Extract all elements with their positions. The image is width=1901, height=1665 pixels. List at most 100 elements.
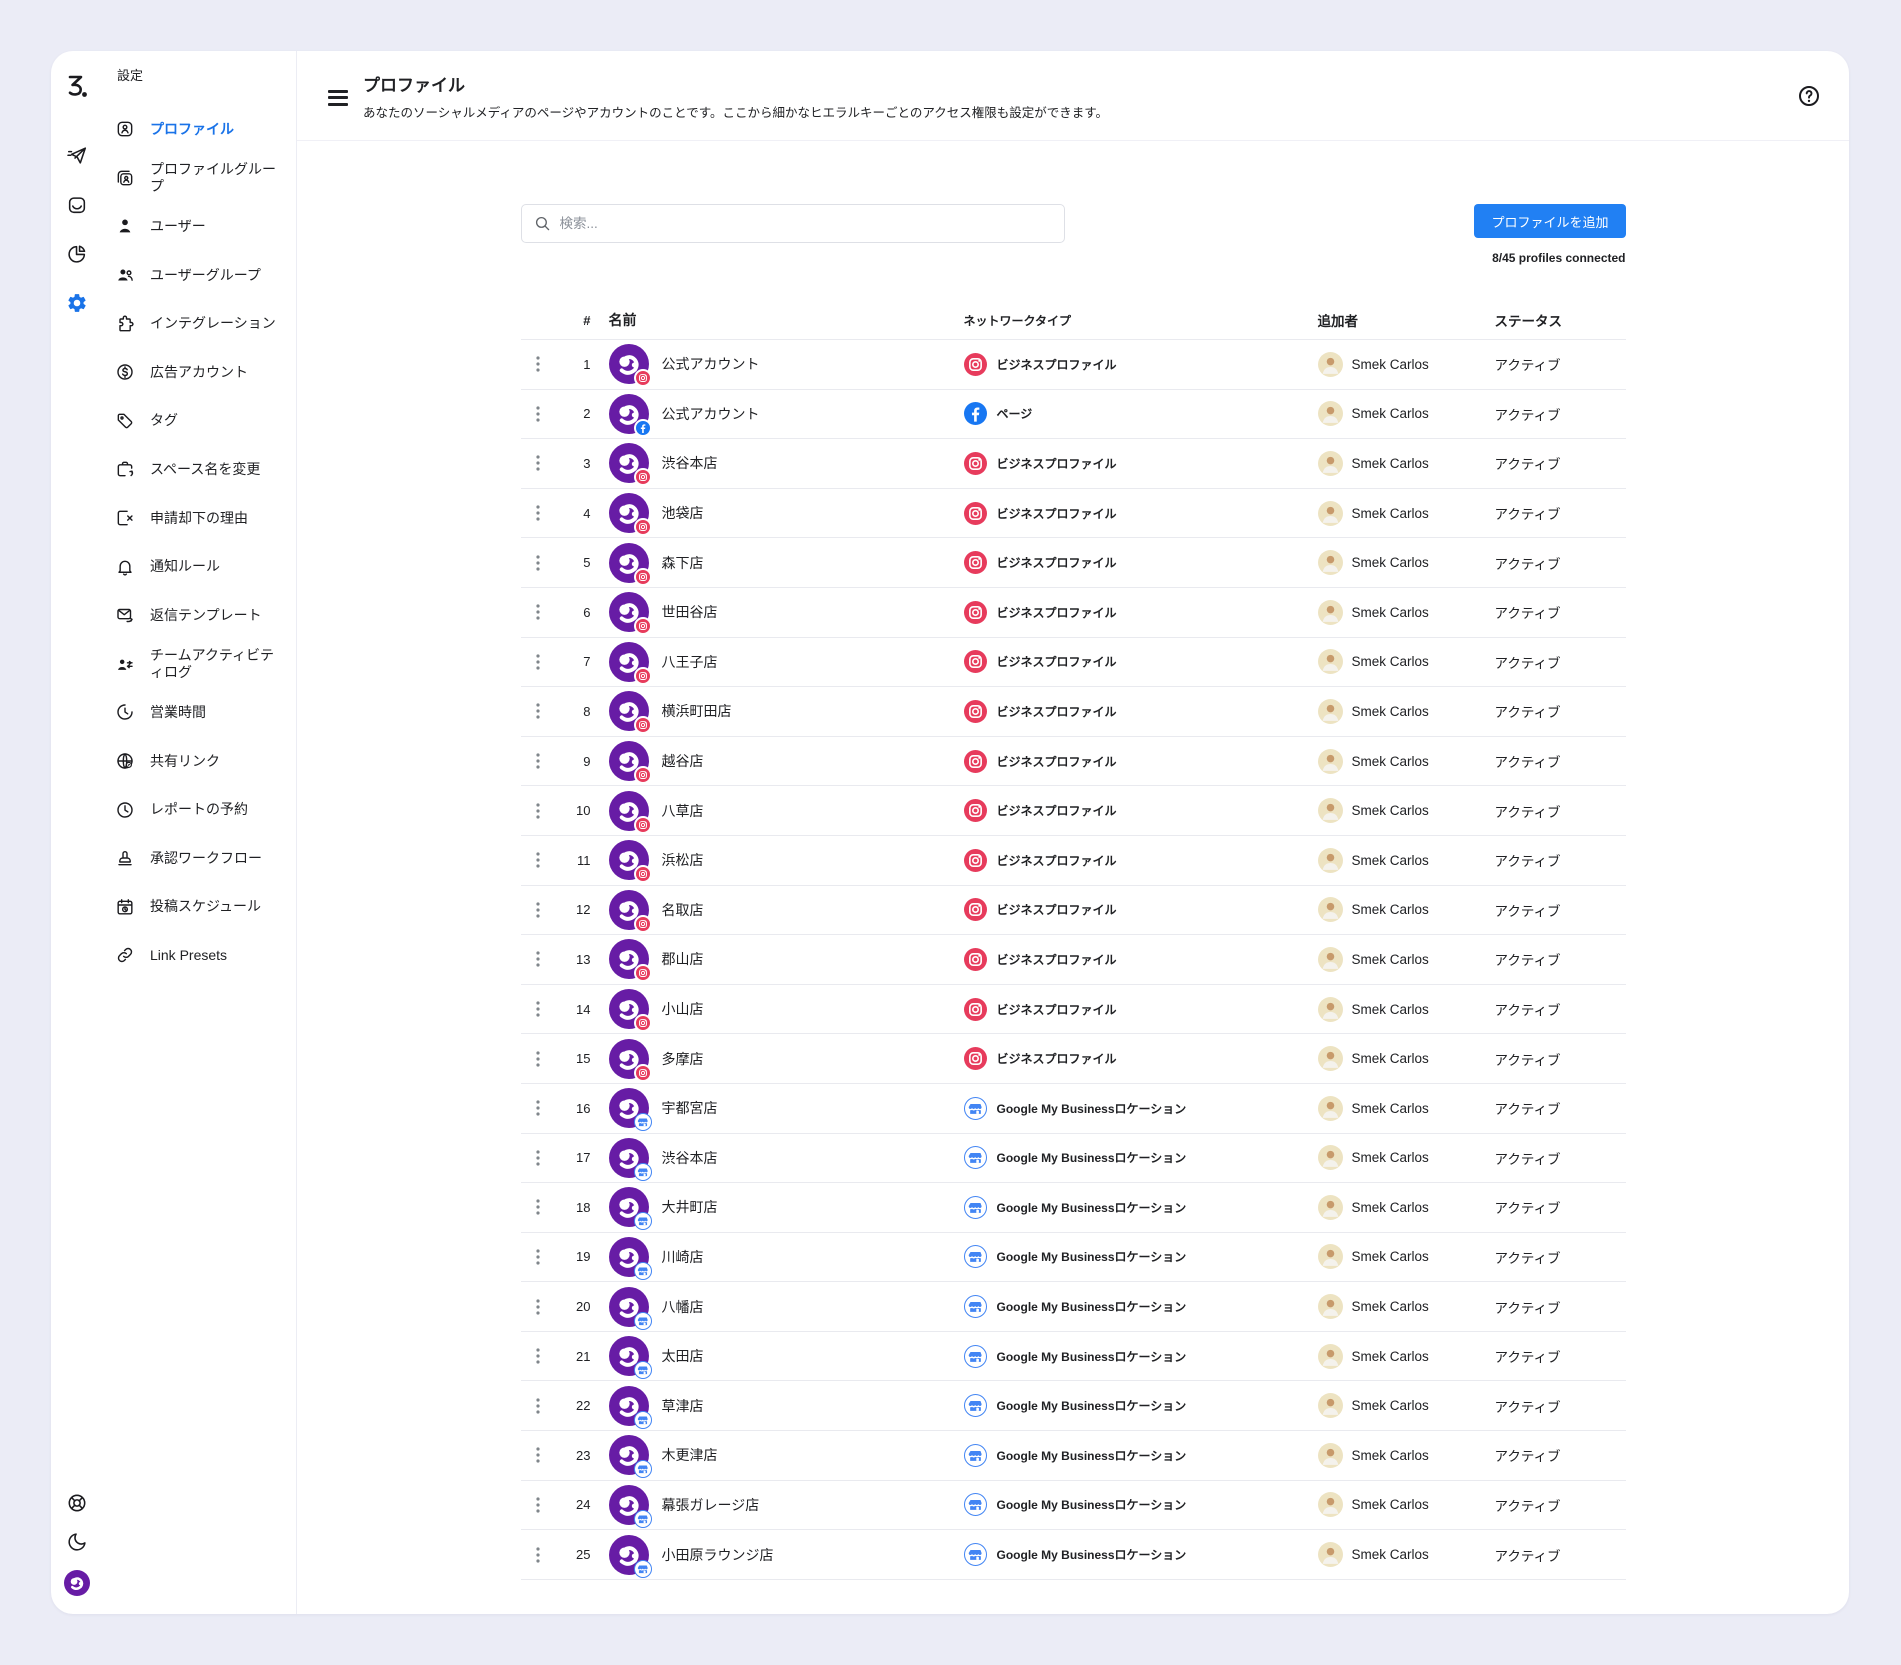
sidebar-item-link-presets[interactable]: Link Presets <box>115 931 296 980</box>
profile-avatar <box>608 790 652 834</box>
sidebar-item-ad-account[interactable]: 広告アカウント <box>115 348 296 397</box>
row-menu-button[interactable] <box>521 653 555 671</box>
sidebar-item-integration[interactable]: インテグレーション <box>115 299 296 348</box>
network-icon <box>963 1295 987 1319</box>
table-row[interactable]: 15 多摩店 ビジネスプロファイル Smek Carlos アクティブ <box>520 1034 1626 1084</box>
added-by-name: Smek Carlos <box>1351 803 1429 819</box>
sidebar-item-posting-schedule[interactable]: 投稿スケジュール <box>115 883 296 932</box>
row-menu-button[interactable] <box>521 752 555 770</box>
table-row[interactable]: 11 浜松店 ビジネスプロファイル Smek Carlos アクティブ <box>520 836 1626 886</box>
added-by-avatar <box>1317 946 1343 972</box>
table-row[interactable]: 20 八幡店 Google My Businessロケーション Smek Car… <box>520 1282 1626 1332</box>
row-menu-button[interactable] <box>521 702 555 720</box>
table-row[interactable]: 21 太田店 Google My Businessロケーション Smek Car… <box>520 1332 1626 1382</box>
row-menu-button[interactable] <box>521 1546 555 1564</box>
sidebar-item-space-rename[interactable]: スペース名を変更 <box>115 445 296 494</box>
sidebar-item-user[interactable]: ユーザー <box>115 202 296 251</box>
search-input[interactable] <box>559 216 1052 231</box>
table-row[interactable]: 17 渋谷本店 Google My Businessロケーション Smek Ca… <box>520 1134 1626 1184</box>
sidebar-item-user-group[interactable]: ユーザーグループ <box>115 251 296 300</box>
sidebar-item-business-hours[interactable]: 営業時間 <box>115 688 296 737</box>
table-row[interactable]: 8 横浜町田店 ビジネスプロファイル Smek Carlos アクティブ <box>520 687 1626 737</box>
sidebar-item-shared-link[interactable]: 共有リンク <box>115 737 296 786</box>
help-icon[interactable] <box>1797 84 1821 108</box>
added-by-name: Smek Carlos <box>1351 505 1429 521</box>
row-menu-button[interactable] <box>521 1198 555 1216</box>
sidebar-item-notification-rules[interactable]: 通知ルール <box>115 542 296 591</box>
table-row[interactable]: 5 森下店 ビジネスプロファイル Smek Carlos アクティブ <box>520 538 1626 588</box>
sidebar-item-profile-group[interactable]: プロファイルグループ <box>115 154 296 203</box>
row-number: 2 <box>583 406 591 422</box>
table-row[interactable]: 7 八王子店 ビジネスプロファイル Smek Carlos アクティブ <box>520 638 1626 688</box>
rail-publish-icon[interactable] <box>66 145 88 167</box>
table-row[interactable]: 13 郡山店 ビジネスプロファイル Smek Carlos アクティブ <box>520 935 1626 985</box>
sidebar-item-tag[interactable]: タグ <box>115 397 296 446</box>
rail-dark-mode-icon[interactable] <box>66 1531 88 1553</box>
network-badge-icon <box>633 1063 652 1082</box>
row-menu-button[interactable] <box>521 1248 555 1266</box>
table-row[interactable]: 4 池袋店 ビジネスプロファイル Smek Carlos アクティブ <box>520 489 1626 539</box>
table-row[interactable]: 6 世田谷店 ビジネスプロファイル Smek Carlos アクティブ <box>520 588 1626 638</box>
table-row[interactable]: 10 八草店 ビジネスプロファイル Smek Carlos アクティブ <box>520 786 1626 836</box>
row-menu-button[interactable] <box>521 504 555 522</box>
table-row[interactable]: 1 公式アカウント ビジネスプロファイル Smek Carlos アクティブ <box>520 340 1626 390</box>
table-row[interactable]: 22 草津店 Google My Businessロケーション Smek Car… <box>520 1381 1626 1432</box>
sidebar-item-profile[interactable]: プロファイル <box>115 105 296 154</box>
table-row[interactable]: 25 小田原ラウンジ店 Google My Businessロケーション Sme… <box>520 1530 1626 1580</box>
table-row[interactable]: 9 越谷店 ビジネスプロファイル Smek Carlos アクティブ <box>520 737 1626 787</box>
table-row[interactable]: 19 川崎店 Google My Businessロケーション Smek Car… <box>520 1233 1626 1283</box>
network-type-label: Google My Businessロケーション <box>996 1151 1187 1166</box>
row-menu-button[interactable] <box>521 1397 555 1415</box>
row-menu-button[interactable] <box>521 901 555 919</box>
table-row[interactable]: 16 宇都宮店 Google My Businessロケーション Smek Ca… <box>520 1084 1626 1134</box>
profile-name: 郡山店 <box>661 951 704 968</box>
rail-workspace-icon[interactable] <box>63 1570 90 1596</box>
sidebar-item-rejection-reason[interactable]: 申請却下の理由 <box>115 494 296 543</box>
row-menu-button[interactable] <box>521 1050 555 1068</box>
menu-toggle-icon[interactable] <box>328 89 348 106</box>
table-row[interactable]: 18 大井町店 Google My Businessロケーション Smek Ca… <box>520 1183 1626 1233</box>
row-menu-button[interactable] <box>521 603 555 621</box>
sidebar-item-label: ユーザーグループ <box>150 266 261 283</box>
rail-reports-icon[interactable] <box>66 243 88 265</box>
statusbrew-logo[interactable] <box>62 71 92 101</box>
profile-avatar <box>608 344 652 388</box>
added-by-avatar <box>1317 1095 1343 1121</box>
table-row[interactable]: 3 渋谷本店 ビジネスプロファイル Smek Carlos アクティブ <box>520 439 1626 489</box>
sidebar-item-team-activity-log[interactable]: チームアクティビティログ <box>115 640 296 689</box>
rail-engage-icon[interactable] <box>66 194 88 216</box>
row-number: 4 <box>583 505 591 521</box>
profile-name: 横浜町田店 <box>661 703 732 720</box>
row-menu-button[interactable] <box>521 1298 555 1316</box>
row-menu-button[interactable] <box>521 1149 555 1167</box>
row-menu-button[interactable] <box>521 1496 555 1514</box>
network-badge-icon <box>633 1113 652 1132</box>
status-text: アクティブ <box>1494 507 1561 523</box>
row-menu-button[interactable] <box>521 454 555 472</box>
search-box[interactable] <box>520 204 1065 243</box>
added-by-name: Smek Carlos <box>1351 852 1429 868</box>
row-menu-button[interactable] <box>521 355 555 373</box>
row-menu-button[interactable] <box>521 1000 555 1018</box>
row-menu-button[interactable] <box>521 1347 555 1365</box>
added-by-avatar <box>1317 798 1343 824</box>
row-menu-button[interactable] <box>521 851 555 869</box>
row-menu-button[interactable] <box>521 1446 555 1464</box>
row-number: 8 <box>583 703 591 719</box>
table-row[interactable]: 12 名取店 ビジネスプロファイル Smek Carlos アクティブ <box>520 886 1626 936</box>
table-row[interactable]: 24 幕張ガレージ店 Google My Businessロケーション Smek… <box>520 1481 1626 1531</box>
add-profile-button[interactable]: プロファイルを追加 <box>1474 204 1626 238</box>
table-row[interactable]: 2 公式アカウント ページ Smek Carlos アクティブ <box>520 390 1626 440</box>
row-menu-button[interactable] <box>521 802 555 820</box>
row-menu-button[interactable] <box>521 554 555 572</box>
table-row[interactable]: 14 小山店 ビジネスプロファイル Smek Carlos アクティブ <box>520 985 1626 1035</box>
rail-settings-icon[interactable] <box>66 292 88 314</box>
row-menu-button[interactable] <box>521 405 555 423</box>
sidebar-item-approval-workflow[interactable]: 承認ワークフロー <box>115 834 296 883</box>
rail-support-icon[interactable] <box>66 1492 88 1514</box>
sidebar-item-reply-template[interactable]: 返信テンプレート <box>115 591 296 640</box>
row-menu-button[interactable] <box>521 950 555 968</box>
table-row[interactable]: 23 木更津店 Google My Businessロケーション Smek Ca… <box>520 1431 1626 1481</box>
sidebar-item-report-schedule[interactable]: レポートの予約 <box>115 785 296 834</box>
row-menu-button[interactable] <box>521 1099 555 1117</box>
